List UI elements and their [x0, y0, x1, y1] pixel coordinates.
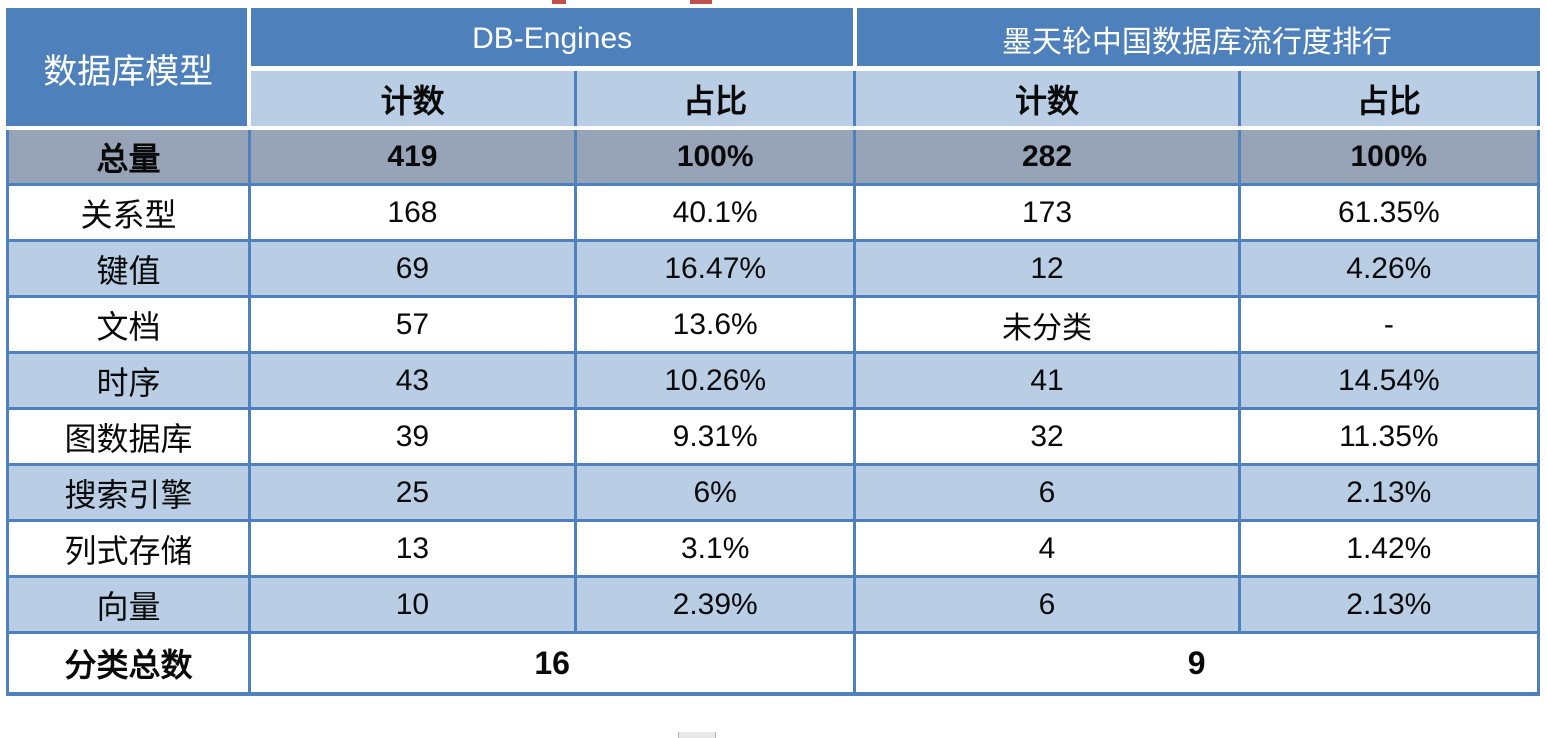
de-count-cell: 25: [247, 463, 577, 522]
table-row: 键值 69 16.47% 12 4.26%: [6, 239, 1541, 298]
mt-count-cell: 6: [853, 463, 1241, 522]
row-label: 总量: [6, 126, 251, 186]
header-db-engines: DB-Engines: [247, 8, 857, 71]
table-row: 搜索引擎 25 6% 6 2.13%: [6, 463, 1541, 522]
row-label: 图数据库: [6, 407, 251, 466]
header-database-model: 数据库模型: [6, 8, 252, 130]
mt-count-cell: 173: [853, 183, 1241, 242]
row-label: 分类总数: [6, 631, 251, 696]
mt-share-cell: 2.13%: [1237, 575, 1541, 634]
de-share-cell: 100%: [573, 126, 857, 186]
mt-count-cell: 12: [853, 239, 1241, 298]
mt-share-cell: 11.35%: [1237, 407, 1541, 466]
mt-share-cell: 14.54%: [1237, 351, 1541, 410]
red-annotation-fragment-icon: [690, 0, 712, 4]
header-row-metrics: 计数 占比 计数 占比: [8, 66, 1541, 130]
table-row: 关系型 168 40.1% 173 61.35%: [6, 183, 1541, 242]
mt-count-cell: 32: [853, 407, 1241, 466]
de-share-cell: 16.47%: [573, 239, 857, 298]
mt-share-cell: 1.42%: [1237, 519, 1541, 578]
row-label: 列式存储: [6, 519, 251, 578]
mt-count-cell: 6: [853, 575, 1241, 634]
database-model-comparison-table: 数据库模型 DB-Engines 墨天轮中国数据库流行度排行 计数 占比 计数 …: [6, 8, 1541, 696]
row-label: 向量: [6, 575, 251, 634]
de-share-cell: 6%: [573, 463, 857, 522]
de-count-cell: 419: [247, 126, 577, 186]
mt-count-cell: 4: [853, 519, 1241, 578]
de-count-cell: 13: [247, 519, 577, 578]
table-row: 列式存储 13 3.1% 4 1.42%: [6, 519, 1541, 578]
table-row: 时序 43 10.26% 41 14.54%: [6, 351, 1541, 410]
header-row-sections: 数据库模型 DB-Engines 墨天轮中国数据库流行度排行: [6, 8, 1540, 130]
table-row: 文档 57 13.6% 未分类 -: [6, 295, 1541, 354]
mt-share-cell: 2.13%: [1237, 463, 1541, 522]
header-de-share: 占比: [573, 66, 857, 130]
de-count-cell: 69: [247, 239, 577, 298]
de-share-cell: 10.26%: [573, 351, 857, 410]
de-count-cell: 10: [247, 575, 577, 634]
de-count-cell: 168: [247, 183, 577, 242]
table-row: 图数据库 39 9.31% 32 11.35%: [6, 407, 1541, 466]
table-row: 向量 10 2.39% 6 2.13%: [6, 575, 1541, 634]
de-share-cell: 13.6%: [573, 295, 857, 354]
de-count-cell: 57: [247, 295, 577, 354]
mt-count-cell: 282: [853, 126, 1241, 186]
de-share-cell: 3.1%: [573, 519, 857, 578]
de-count-cell: 39: [247, 407, 577, 466]
de-category-total-cell: 16: [247, 631, 857, 696]
header-modb-ranking: 墨天轮中国数据库流行度排行: [852, 8, 1540, 71]
de-share-cell: 40.1%: [573, 183, 857, 242]
table-row-category-totals: 分类总数 16 9: [6, 631, 1540, 696]
header-mt-count: 计数: [853, 66, 1241, 130]
mt-count-cell: 41: [853, 351, 1241, 410]
row-label: 时序: [6, 351, 251, 410]
row-label: 搜索引擎: [6, 463, 251, 522]
mt-share-cell: 61.35%: [1237, 183, 1541, 242]
table-body: 总量 419 100% 282 100% 关系型 168 40.1% 173 6…: [6, 126, 1541, 696]
mt-share-cell: -: [1237, 295, 1541, 354]
row-label: 键值: [6, 239, 251, 298]
de-share-cell: 2.39%: [573, 575, 857, 634]
scrollbar-fragment: [678, 732, 716, 738]
mt-share-cell: 100%: [1237, 126, 1541, 186]
mt-count-cell: 未分类: [853, 295, 1241, 354]
row-label: 关系型: [6, 183, 251, 242]
red-annotation-fragment-icon: [552, 0, 566, 4]
table-header: 数据库模型 DB-Engines 墨天轮中国数据库流行度排行 计数 占比 计数 …: [6, 8, 1541, 130]
mt-category-total-cell: 9: [853, 631, 1540, 696]
row-label: 文档: [6, 295, 251, 354]
mt-share-cell: 4.26%: [1237, 239, 1541, 298]
de-count-cell: 43: [247, 351, 577, 410]
header-mt-share: 占比: [1237, 66, 1541, 130]
header-de-count: 计数: [247, 66, 577, 130]
de-share-cell: 9.31%: [573, 407, 857, 466]
table-row-total: 总量 419 100% 282 100%: [6, 126, 1541, 186]
